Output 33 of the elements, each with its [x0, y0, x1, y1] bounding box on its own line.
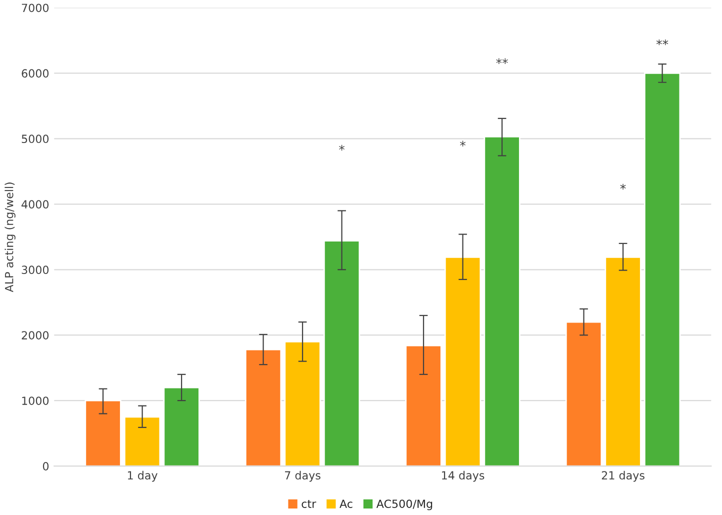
y-tick-label: 6000 [22, 69, 49, 78]
bar [244, 348, 282, 466]
bar [124, 416, 161, 466]
bar [565, 321, 602, 466]
y-tick-label: 1000 [22, 396, 49, 405]
bar [284, 340, 321, 466]
y-tick-label: 2000 [22, 331, 49, 340]
y-tick-label: 5000 [22, 134, 49, 144]
legend-label: ctr [302, 500, 316, 508]
bar [444, 256, 482, 466]
y-tick-label: 4000 [22, 200, 49, 209]
bar [644, 72, 681, 466]
y-axis-title: ALP acting (ng/well) [4, 182, 16, 292]
y-tick-label: 7000 [22, 4, 49, 12]
bar [405, 344, 442, 466]
bar [323, 240, 360, 466]
legend-label: Ac [340, 500, 352, 508]
bar [604, 256, 642, 466]
legend-label: AC500/Mg [376, 500, 432, 510]
bar [484, 136, 520, 466]
y-tick-label: 3000 [22, 266, 49, 274]
bar [84, 400, 122, 466]
annotation: ** [496, 58, 508, 64]
x-tick-label: 7 days [285, 470, 320, 482]
y-tick-label: 0 [42, 462, 49, 470]
annotation: * [460, 140, 466, 146]
annotation: ** [656, 39, 668, 46]
annotation: * [620, 184, 626, 190]
x-tick-label: 1 day [128, 470, 158, 482]
x-tick-label: 14 days [442, 470, 484, 482]
x-tick-label: 21 days [602, 470, 644, 482]
annotation: * [339, 144, 345, 151]
bar [163, 386, 200, 466]
